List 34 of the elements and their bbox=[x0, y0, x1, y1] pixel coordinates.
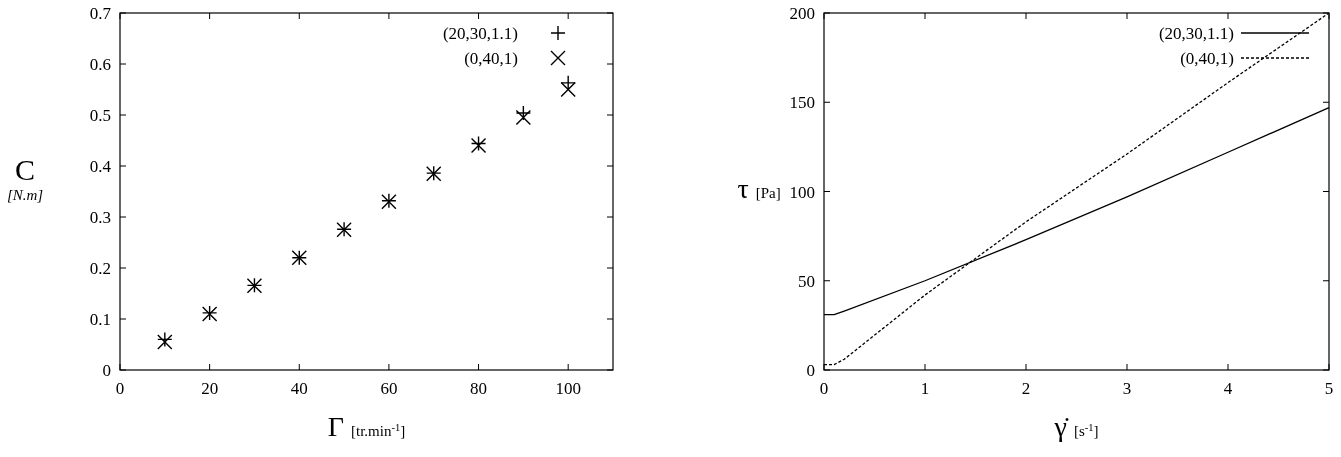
y-axis-title: τ [Pa] bbox=[737, 172, 781, 204]
legend-label: (20,30,1.1) bbox=[442, 24, 518, 43]
x-tick-label: 4 bbox=[1223, 379, 1233, 398]
x-axis-title: γ̇ [s$^{-1}$] bbox=[1053, 411, 1099, 442]
y-tick-label: 0 bbox=[102, 361, 111, 380]
legend-label: (0,40,1) bbox=[1180, 49, 1234, 68]
x-axis-title: Γ [tr.min$^{-1}$] bbox=[327, 411, 406, 442]
x-tick-label: 3 bbox=[1122, 379, 1132, 398]
y-tick-label: 150 bbox=[789, 93, 815, 113]
legend-label: (20,30,1.1) bbox=[1158, 24, 1234, 43]
x-tick-label: 60 bbox=[380, 379, 398, 398]
y-tick-label: 0.7 bbox=[89, 4, 112, 23]
x-tick-label: 40 bbox=[290, 379, 308, 398]
x-tick-label: 1 bbox=[920, 379, 930, 398]
y-axis-title: C [N.m] bbox=[6, 152, 44, 203]
x-tick-label: 100 bbox=[555, 379, 581, 398]
y-tick-label: 0.5 bbox=[89, 106, 111, 125]
x-tick-label: 2 bbox=[1021, 379, 1031, 398]
x-tick-label: 20 bbox=[201, 379, 219, 398]
y-tick-label: 0.3 bbox=[89, 208, 111, 227]
y-tick-label: 0.6 bbox=[89, 55, 111, 74]
y-tick-label: 100 bbox=[789, 182, 815, 202]
y-tick-label: 50 bbox=[798, 271, 815, 291]
x-tick-label: 80 bbox=[470, 379, 488, 398]
legend-label: (0,40,1) bbox=[464, 49, 518, 68]
x-tick-label: 0 bbox=[819, 379, 829, 398]
y-tick-label: 0.2 bbox=[89, 259, 111, 278]
x-tick-label: 0 bbox=[115, 379, 125, 398]
y-tick-label: 0.1 bbox=[89, 310, 111, 329]
point bbox=[515, 109, 532, 126]
y-tick-label: 0.4 bbox=[89, 157, 112, 176]
y-tick-label: 0 bbox=[806, 361, 815, 380]
y-tick-label: 200 bbox=[789, 4, 815, 23]
x-tick-label: 5 bbox=[1324, 379, 1334, 398]
